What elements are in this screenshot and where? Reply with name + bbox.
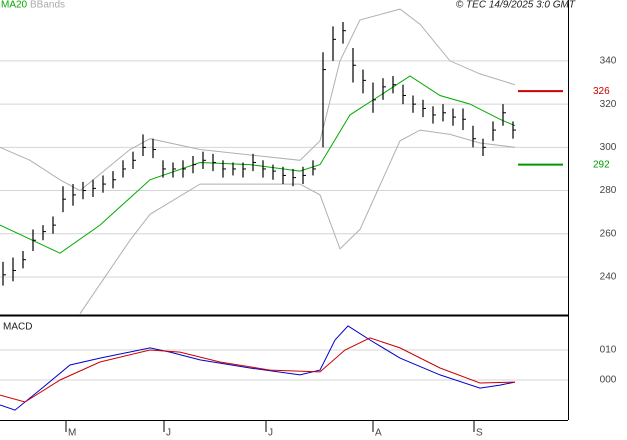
x-tick-label: M — [68, 428, 76, 439]
level-label: 326 — [593, 86, 610, 97]
x-tick-label: J — [268, 428, 273, 439]
y-tick-label: 260 — [600, 228, 617, 239]
macd-panel — [0, 325, 568, 411]
credit: © TEC 14/9/2025 3:0 GMT — [456, 0, 576, 11]
x-tick-label: A — [375, 428, 382, 439]
price-panel — [0, 8, 568, 314]
y-tick-label: 280 — [600, 185, 617, 196]
x-tick-label: J — [166, 428, 171, 439]
macd-line — [0, 325, 516, 411]
ma20-line — [0, 75, 516, 254]
level-label: 292 — [593, 159, 610, 170]
y-tick-label: 240 — [600, 272, 617, 283]
macd-line — [0, 337, 516, 403]
x-tick-label: S — [476, 428, 483, 439]
bband-lower — [79, 129, 516, 314]
y-tick-label: 340 — [600, 56, 617, 67]
macd-title: MACD — [3, 322, 32, 333]
legend-bbands: BBands — [30, 0, 65, 11]
legend-ma20: MA20 — [1, 0, 28, 11]
y-tick-label: 300 — [600, 142, 617, 153]
y-tick-label: 010 — [600, 345, 617, 356]
y-tick-label: 320 — [600, 99, 617, 110]
y-tick-label: 000 — [600, 375, 617, 386]
